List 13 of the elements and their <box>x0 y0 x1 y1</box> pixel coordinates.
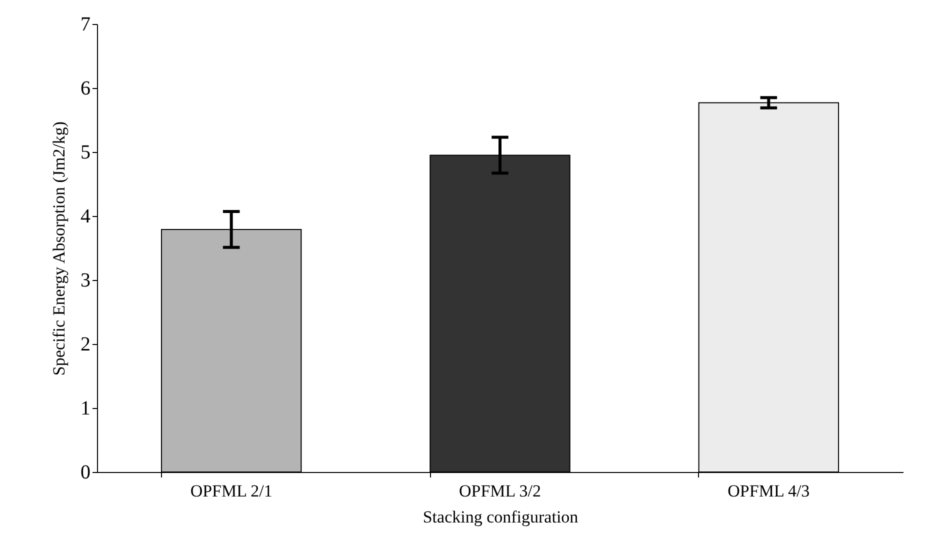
x-tick-label: OPFML 3/2 <box>458 482 542 500</box>
y-tick-label: 5 <box>80 142 90 164</box>
y-tick-label: 3 <box>80 270 90 292</box>
y-tick-label: 4 <box>80 206 90 228</box>
y-tick-label: 1 <box>80 398 90 420</box>
x-tick-label: OPFML 4/3 <box>728 482 810 500</box>
y-tick-label: 7 <box>80 14 90 36</box>
x-axis-title: Stacking configuration <box>422 508 579 526</box>
y-axis-title: Specific Energy Absorption (Jm2/kg) <box>50 121 68 376</box>
y-tick-label: 2 <box>80 334 90 356</box>
x-tick-label: OPFML 2/1 <box>190 482 272 500</box>
y-tick-label: 0 <box>80 462 90 484</box>
y-tick-label: 6 <box>80 78 90 100</box>
